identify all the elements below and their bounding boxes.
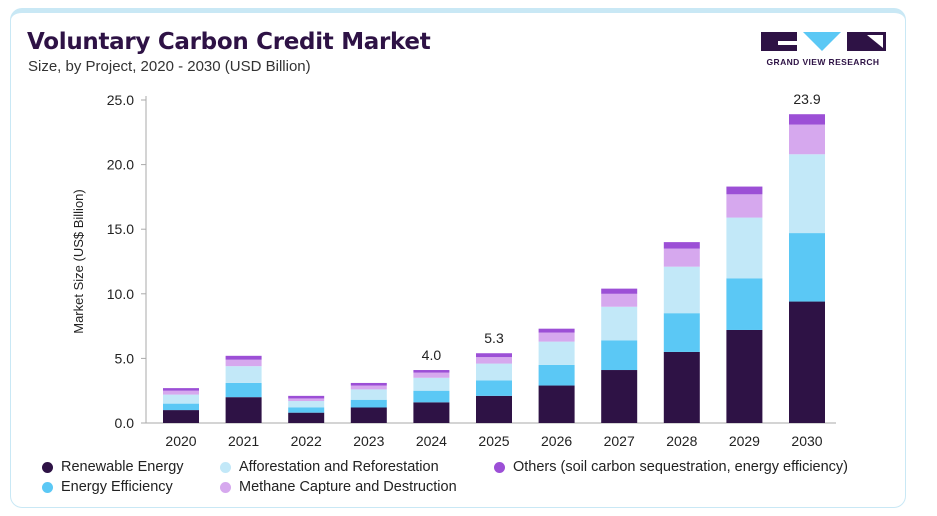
x-tick-label: 2023	[353, 433, 384, 449]
bar-segment	[288, 398, 325, 402]
legend-label: Methane Capture and Destruction	[239, 479, 457, 495]
legend-label: Others (soil carbon sequestration, energ…	[513, 459, 849, 475]
bar-segment	[601, 370, 638, 423]
data-label: 23.9	[793, 91, 820, 107]
bar-segment	[789, 233, 825, 302]
bar-segment	[726, 186, 763, 195]
bar-segment	[663, 248, 700, 267]
bar-segment	[163, 403, 199, 411]
x-tick-label: 2024	[416, 433, 447, 449]
y-tick-label: 15.0	[107, 221, 134, 237]
legend-item: Renewable Energy	[42, 459, 184, 475]
bar-segment	[225, 359, 262, 367]
bar-segment	[476, 380, 512, 396]
bar-segment	[163, 394, 199, 404]
legend-item: Others (soil carbon sequestration, energ…	[494, 459, 848, 475]
bar-segment	[726, 278, 763, 330]
bar-segment	[163, 410, 199, 423]
bar-segment	[225, 397, 262, 423]
bar-segment	[350, 385, 387, 390]
bar-segment	[789, 301, 825, 423]
bar-segment	[601, 340, 638, 371]
x-tick-label: 2028	[666, 433, 697, 449]
x-tick-label: 2027	[604, 433, 635, 449]
chart-subtitle: Size, by Project, 2020 - 2030 (USD Billi…	[28, 58, 311, 75]
legend-swatch	[42, 481, 53, 493]
bar-segment	[476, 395, 512, 423]
bar-segment	[663, 313, 700, 352]
legend-swatch	[494, 461, 505, 473]
y-axis-label: Market Size (US$ Billion)	[71, 189, 86, 334]
bar-segment	[538, 385, 575, 423]
bar-segment	[476, 357, 512, 364]
bar-segment	[350, 407, 387, 423]
bar-segment	[789, 114, 825, 125]
bar-segment	[601, 288, 638, 294]
data-label: 4.0	[422, 347, 442, 363]
bar-segment	[538, 364, 575, 386]
logo-text: GRAND VIEW RESEARCH	[766, 57, 880, 67]
bar-segment	[350, 382, 387, 386]
y-tick-label: 0.0	[115, 415, 135, 431]
bar-segment	[288, 407, 325, 413]
bar-segment	[413, 372, 450, 378]
chart-title: Voluntary Carbon Credit Market	[27, 29, 431, 55]
legend-label: Renewable Energy	[61, 459, 184, 475]
legend-swatch	[220, 461, 231, 473]
legend-item: Energy Efficiency	[42, 479, 173, 495]
y-tick-label: 5.0	[115, 350, 135, 366]
bar-segment	[413, 377, 450, 391]
legend-label: Energy Efficiency	[61, 479, 173, 495]
bar-segment	[726, 329, 763, 423]
legend-swatch	[42, 461, 53, 473]
y-tick-label: 10.0	[107, 286, 134, 302]
bar-segment	[476, 363, 512, 381]
x-tick-label: 2026	[541, 433, 572, 449]
bar-segment	[663, 266, 700, 314]
bar-segment	[288, 401, 325, 408]
legend-item: Afforestation and Reforestation	[220, 459, 439, 475]
y-tick-label: 20.0	[107, 157, 134, 173]
legend-swatch	[220, 481, 231, 493]
bar-segment	[413, 370, 450, 373]
bar-segment	[726, 217, 763, 279]
bar-segment	[663, 351, 700, 423]
x-tick-label: 2021	[228, 433, 259, 449]
bar-segment	[288, 412, 325, 423]
bar-segment	[538, 341, 575, 365]
bar-segment	[350, 399, 387, 408]
data-label: 5.3	[484, 330, 504, 346]
bar-segment	[663, 242, 700, 249]
legend-item: Methane Capture and Destruction	[220, 479, 457, 495]
bar-segment	[163, 390, 199, 395]
x-tick-label: 2022	[291, 433, 322, 449]
grand-view-research-logo	[761, 32, 886, 51]
bar-segment	[163, 388, 199, 391]
bar-segment	[476, 353, 512, 358]
bar-segment	[413, 402, 450, 423]
bar-segment	[726, 194, 763, 218]
bar-segment	[789, 154, 825, 234]
x-tick-label: 2020	[165, 433, 196, 449]
bar-segment	[413, 390, 450, 403]
bar-segment	[601, 293, 638, 307]
x-tick-label: 2029	[729, 433, 760, 449]
bar-segment	[350, 389, 387, 400]
bar-segment	[288, 395, 325, 399]
x-tick-label: 2025	[478, 433, 509, 449]
x-tick-label: 2030	[791, 433, 822, 449]
bar-segment	[225, 382, 262, 398]
bar-segment	[225, 366, 262, 383]
bar-segment	[538, 332, 575, 342]
bar-segment	[225, 355, 262, 360]
y-tick-label: 25.0	[107, 92, 134, 108]
bar-segment	[789, 124, 825, 155]
bar-segment	[538, 328, 575, 333]
legend-label: Afforestation and Reforestation	[239, 459, 439, 475]
bar-segment	[601, 306, 638, 341]
